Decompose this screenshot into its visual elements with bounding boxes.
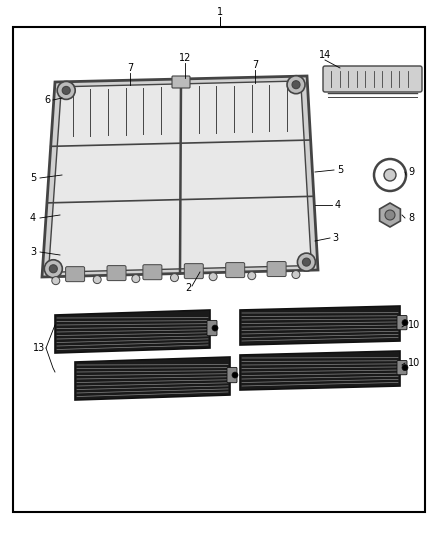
Circle shape bbox=[374, 159, 406, 191]
Circle shape bbox=[232, 372, 238, 378]
Circle shape bbox=[209, 273, 217, 281]
Circle shape bbox=[302, 258, 311, 266]
Text: 6: 6 bbox=[44, 95, 50, 105]
Text: 12: 12 bbox=[179, 53, 191, 63]
Polygon shape bbox=[380, 203, 400, 227]
Circle shape bbox=[287, 76, 305, 94]
Text: 1: 1 bbox=[217, 7, 223, 17]
Circle shape bbox=[62, 86, 70, 94]
Text: 13: 13 bbox=[33, 343, 45, 353]
Text: 10: 10 bbox=[408, 320, 420, 330]
Circle shape bbox=[132, 274, 140, 282]
FancyBboxPatch shape bbox=[397, 316, 407, 330]
FancyBboxPatch shape bbox=[226, 263, 245, 278]
Text: 7: 7 bbox=[127, 63, 133, 73]
Text: 4: 4 bbox=[335, 200, 341, 210]
Polygon shape bbox=[240, 306, 400, 345]
Text: 8: 8 bbox=[408, 213, 414, 223]
Polygon shape bbox=[75, 357, 230, 400]
FancyBboxPatch shape bbox=[143, 265, 162, 280]
FancyBboxPatch shape bbox=[227, 367, 237, 383]
Circle shape bbox=[52, 277, 60, 285]
Circle shape bbox=[170, 273, 178, 281]
FancyBboxPatch shape bbox=[397, 360, 407, 375]
FancyBboxPatch shape bbox=[184, 264, 203, 279]
Circle shape bbox=[248, 272, 256, 280]
Text: 5: 5 bbox=[30, 173, 36, 183]
Circle shape bbox=[292, 271, 300, 279]
Polygon shape bbox=[240, 351, 400, 390]
Polygon shape bbox=[42, 76, 318, 277]
FancyBboxPatch shape bbox=[66, 266, 85, 281]
Text: 14: 14 bbox=[319, 50, 331, 60]
FancyBboxPatch shape bbox=[107, 265, 126, 280]
FancyBboxPatch shape bbox=[207, 320, 217, 336]
Text: 3: 3 bbox=[332, 233, 338, 243]
Circle shape bbox=[402, 320, 408, 326]
Text: 5: 5 bbox=[337, 165, 343, 175]
Text: 3: 3 bbox=[30, 247, 36, 257]
FancyBboxPatch shape bbox=[267, 262, 286, 277]
FancyBboxPatch shape bbox=[323, 66, 422, 92]
Text: 4: 4 bbox=[30, 213, 36, 223]
Text: 7: 7 bbox=[252, 60, 258, 70]
Circle shape bbox=[292, 80, 300, 88]
Text: 9: 9 bbox=[408, 167, 414, 177]
Polygon shape bbox=[49, 81, 311, 272]
Circle shape bbox=[49, 265, 57, 273]
Circle shape bbox=[212, 325, 218, 331]
Circle shape bbox=[402, 365, 408, 370]
Circle shape bbox=[44, 260, 62, 278]
Circle shape bbox=[93, 276, 101, 284]
Circle shape bbox=[384, 169, 396, 181]
FancyBboxPatch shape bbox=[172, 76, 190, 88]
Circle shape bbox=[297, 253, 315, 271]
Polygon shape bbox=[55, 310, 210, 353]
Text: 10: 10 bbox=[408, 358, 420, 368]
Circle shape bbox=[57, 82, 75, 100]
Text: 2: 2 bbox=[185, 283, 191, 293]
Circle shape bbox=[385, 210, 395, 220]
